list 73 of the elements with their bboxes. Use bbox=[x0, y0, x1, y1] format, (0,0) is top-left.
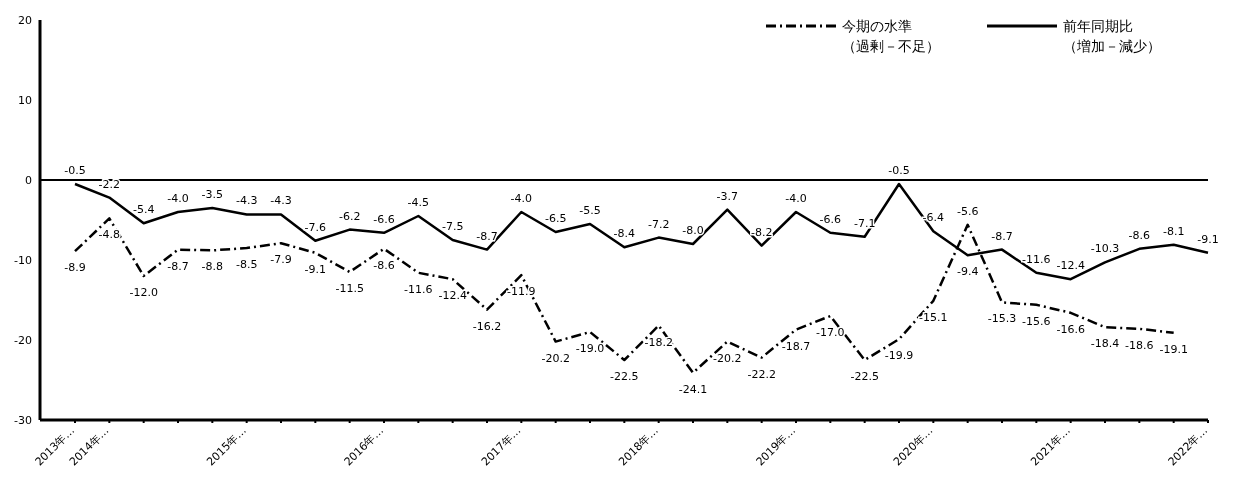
data-label: -22.2 bbox=[747, 367, 776, 381]
data-label: -19.9 bbox=[884, 349, 914, 363]
data-label: -4.3 bbox=[235, 194, 258, 208]
data-label: -8.7 bbox=[991, 229, 1013, 243]
data-label: -4.0 bbox=[167, 192, 189, 205]
data-label: -7.5 bbox=[441, 220, 464, 233]
data-label: -12.4 bbox=[438, 289, 467, 303]
data-label: -4.3 bbox=[270, 194, 292, 208]
data-label: -7.6 bbox=[304, 220, 327, 234]
data-label: -18.7 bbox=[781, 339, 811, 353]
data-label: -0.5 bbox=[888, 164, 910, 177]
data-label: -11.6 bbox=[404, 282, 433, 296]
data-label: -6.4 bbox=[922, 211, 945, 225]
data-label: -7.9 bbox=[270, 253, 292, 267]
y-tick-label: 10 bbox=[18, 93, 32, 107]
data-label: -8.8 bbox=[201, 260, 224, 274]
data-label: -8.6 bbox=[373, 258, 395, 272]
y-tick-label: 0 bbox=[25, 173, 32, 187]
data-label: -20.2 bbox=[541, 351, 570, 365]
data-label: -20.2 bbox=[713, 351, 742, 365]
data-label: -11.6 bbox=[1022, 252, 1051, 266]
data-label: -5.5 bbox=[579, 204, 601, 217]
data-label: -8.0 bbox=[682, 224, 704, 237]
data-label: -3.5 bbox=[201, 188, 224, 201]
y-tick-label: 20 bbox=[18, 13, 32, 27]
data-label: -8.1 bbox=[1162, 224, 1185, 238]
data-label: -10.3 bbox=[1090, 242, 1120, 256]
data-label: -8.4 bbox=[613, 227, 636, 241]
data-label: -16.6 bbox=[1056, 322, 1085, 336]
data-label: -15.1 bbox=[919, 310, 948, 324]
data-label: -4.5 bbox=[407, 196, 430, 209]
data-label: -6.6 bbox=[373, 212, 395, 226]
data-label: -6.6 bbox=[819, 212, 842, 226]
data-label: -22.5 bbox=[850, 370, 879, 383]
data-label: -9.1 bbox=[1197, 232, 1219, 246]
data-label: -24.1 bbox=[678, 382, 708, 396]
y-tick-label: -10 bbox=[14, 253, 32, 267]
data-label: -11.5 bbox=[335, 282, 364, 295]
data-label: -12.0 bbox=[129, 286, 158, 299]
data-label: -8.7 bbox=[167, 259, 189, 273]
data-label: -17.0 bbox=[816, 326, 845, 339]
data-label: -8.9 bbox=[64, 261, 86, 275]
data-label: -18.2 bbox=[644, 335, 673, 349]
legend-label: 前年同期比（増加－減少） bbox=[1063, 17, 1162, 56]
data-label: -4.0 bbox=[785, 192, 807, 205]
data-label: -16.2 bbox=[472, 319, 502, 333]
data-label: -6.5 bbox=[544, 212, 567, 225]
data-label: -7.2 bbox=[647, 217, 670, 231]
data-label: -5.6 bbox=[956, 204, 979, 218]
data-label: -8.6 bbox=[1128, 228, 1151, 242]
data-label: -5.4 bbox=[132, 203, 155, 217]
y-tick-label: -30 bbox=[14, 413, 32, 427]
data-label: -18.4 bbox=[1090, 337, 1120, 351]
data-label: -11.9 bbox=[507, 285, 536, 299]
legend-label: 今期の水準（過剰－不足） bbox=[842, 17, 941, 56]
data-label: -6.2 bbox=[338, 209, 361, 223]
data-label: -19.0 bbox=[575, 342, 605, 355]
data-label: -3.7 bbox=[716, 189, 739, 203]
data-label: -12.4 bbox=[1056, 259, 1085, 273]
data-label: -18.6 bbox=[1125, 338, 1154, 352]
data-label: -2.2 bbox=[98, 177, 121, 191]
data-label: -15.6 bbox=[1022, 314, 1051, 328]
data-label: -22.5 bbox=[610, 370, 639, 383]
data-label: -19.1 bbox=[1159, 342, 1188, 356]
data-label: -9.1 bbox=[304, 262, 327, 276]
data-label: -4.0 bbox=[510, 192, 533, 205]
data-label: -15.3 bbox=[987, 312, 1017, 326]
data-label: -0.5 bbox=[64, 164, 86, 177]
data-label: -8.2 bbox=[750, 225, 773, 239]
data-label: -8.5 bbox=[235, 258, 258, 271]
data-label: -8.7 bbox=[476, 229, 498, 243]
data-label: -9.4 bbox=[956, 265, 979, 279]
y-tick-label: -20 bbox=[14, 333, 32, 347]
